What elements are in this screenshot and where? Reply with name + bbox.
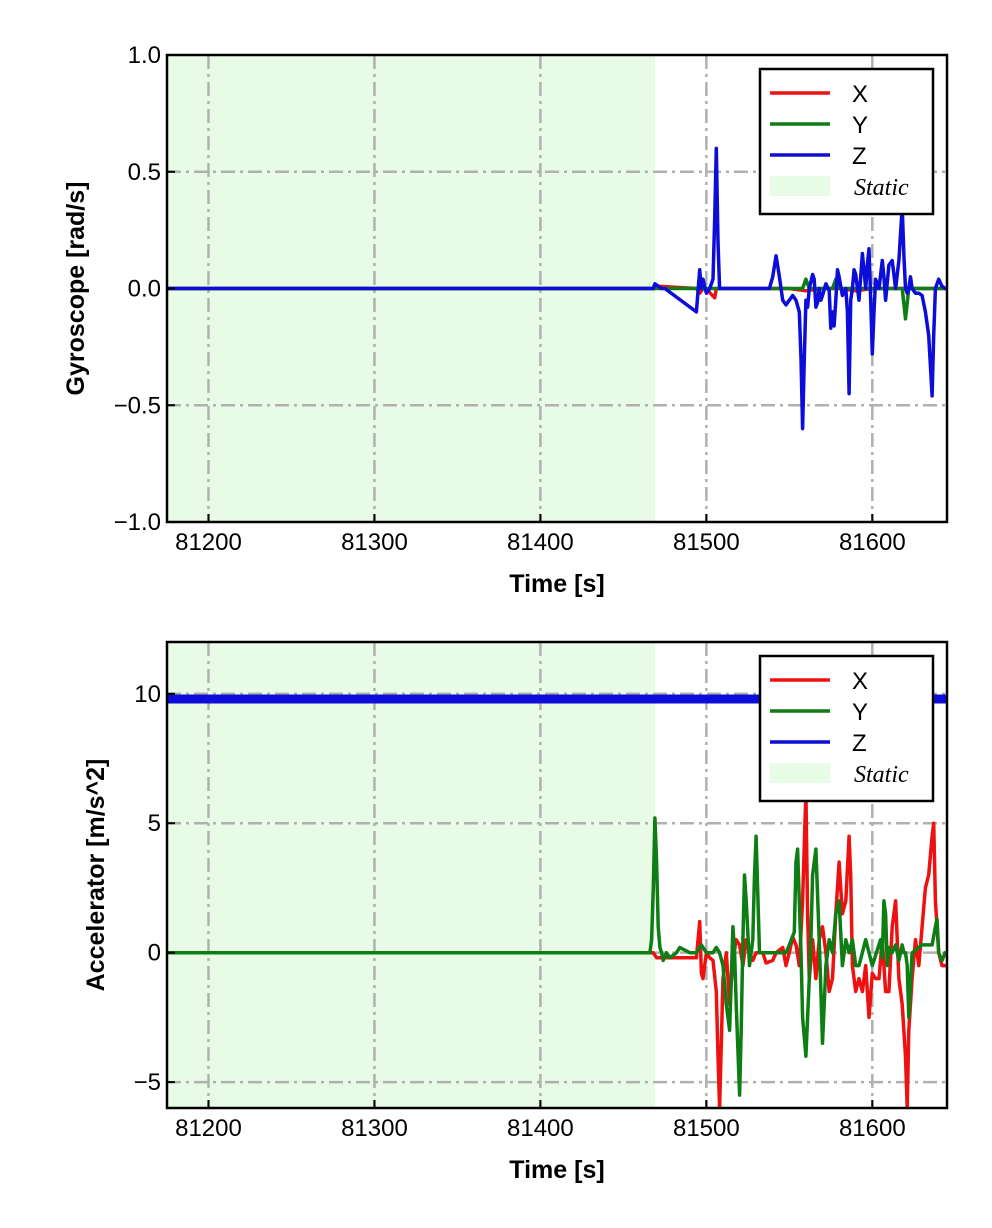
y-tick-label: 1.0 [128, 42, 161, 69]
y-axis-label: Gyroscope [rad/s] [62, 182, 90, 396]
legend-label-x: X [852, 81, 868, 108]
accelerometer-plot: 81200 81300 81400 81500 81600 −5 0 5 10 Time [s… [82, 640, 949, 1184]
y-tick-label: 0 [148, 940, 161, 967]
y-tick-labels: −1.0 −0.5 0.0 0.5 1.0 [114, 42, 161, 536]
series-line-z [167, 146, 947, 431]
static-shaded-region [167, 642, 655, 1108]
y-tick-label: 0.0 [128, 276, 161, 303]
x-axis-label: Time [s] [509, 1156, 604, 1184]
y-tick-label: 0.5 [128, 159, 161, 186]
y-tick-labels: −5 0 5 10 [134, 681, 161, 1096]
x-tick-label: 81400 [507, 1115, 574, 1142]
x-tick-label: 81300 [341, 1115, 408, 1142]
y-tick-label: 5 [148, 810, 161, 837]
series-lines [167, 146, 947, 431]
legend: XYZ Static [758, 67, 935, 216]
y-tick-label: −0.5 [114, 392, 161, 419]
gyroscope-plot: 81200 81300 81400 81500 81600 −1.0 −0.5 0.0 0.5… [62, 42, 949, 598]
legend-label-z: Z [852, 143, 867, 170]
tick-marks [167, 54, 874, 523]
y-tick-label: 10 [134, 681, 161, 708]
legend: XYZ Static [758, 654, 935, 803]
x-tick-label: 81200 [175, 1115, 242, 1142]
x-tick-labels: 81200 81300 81400 81500 81600 [175, 529, 906, 556]
x-tick-labels: 81200 81300 81400 81500 81600 [175, 1115, 906, 1142]
x-tick-label: 81600 [839, 529, 906, 556]
x-axis-label: Time [s] [509, 570, 604, 598]
tick-marks [167, 692, 874, 1108]
y-tick-label: −5 [134, 1069, 161, 1096]
x-tick-label: 81600 [839, 1115, 906, 1142]
plot-frame [165, 640, 949, 1110]
y-axis-label: Accelerator [m/s^2] [82, 759, 110, 992]
legend-label-static: Static [854, 175, 909, 201]
legend-label-x: X [852, 668, 868, 695]
legend-label-static: Static [854, 762, 909, 788]
legend-label-z: Z [852, 730, 867, 757]
x-tick-label: 81400 [507, 529, 574, 556]
legend-swatch-static [770, 763, 830, 783]
series-line-y [167, 816, 947, 1097]
legend-swatch-static [770, 176, 830, 196]
legend-label-y: Y [852, 112, 868, 139]
x-tick-label: 81500 [673, 529, 740, 556]
x-tick-label: 81300 [341, 529, 408, 556]
legend-label-y: Y [852, 699, 868, 726]
y-tick-label: −1.0 [114, 509, 161, 536]
x-tick-label: 81500 [673, 1115, 740, 1142]
x-tick-label: 81200 [175, 529, 242, 556]
